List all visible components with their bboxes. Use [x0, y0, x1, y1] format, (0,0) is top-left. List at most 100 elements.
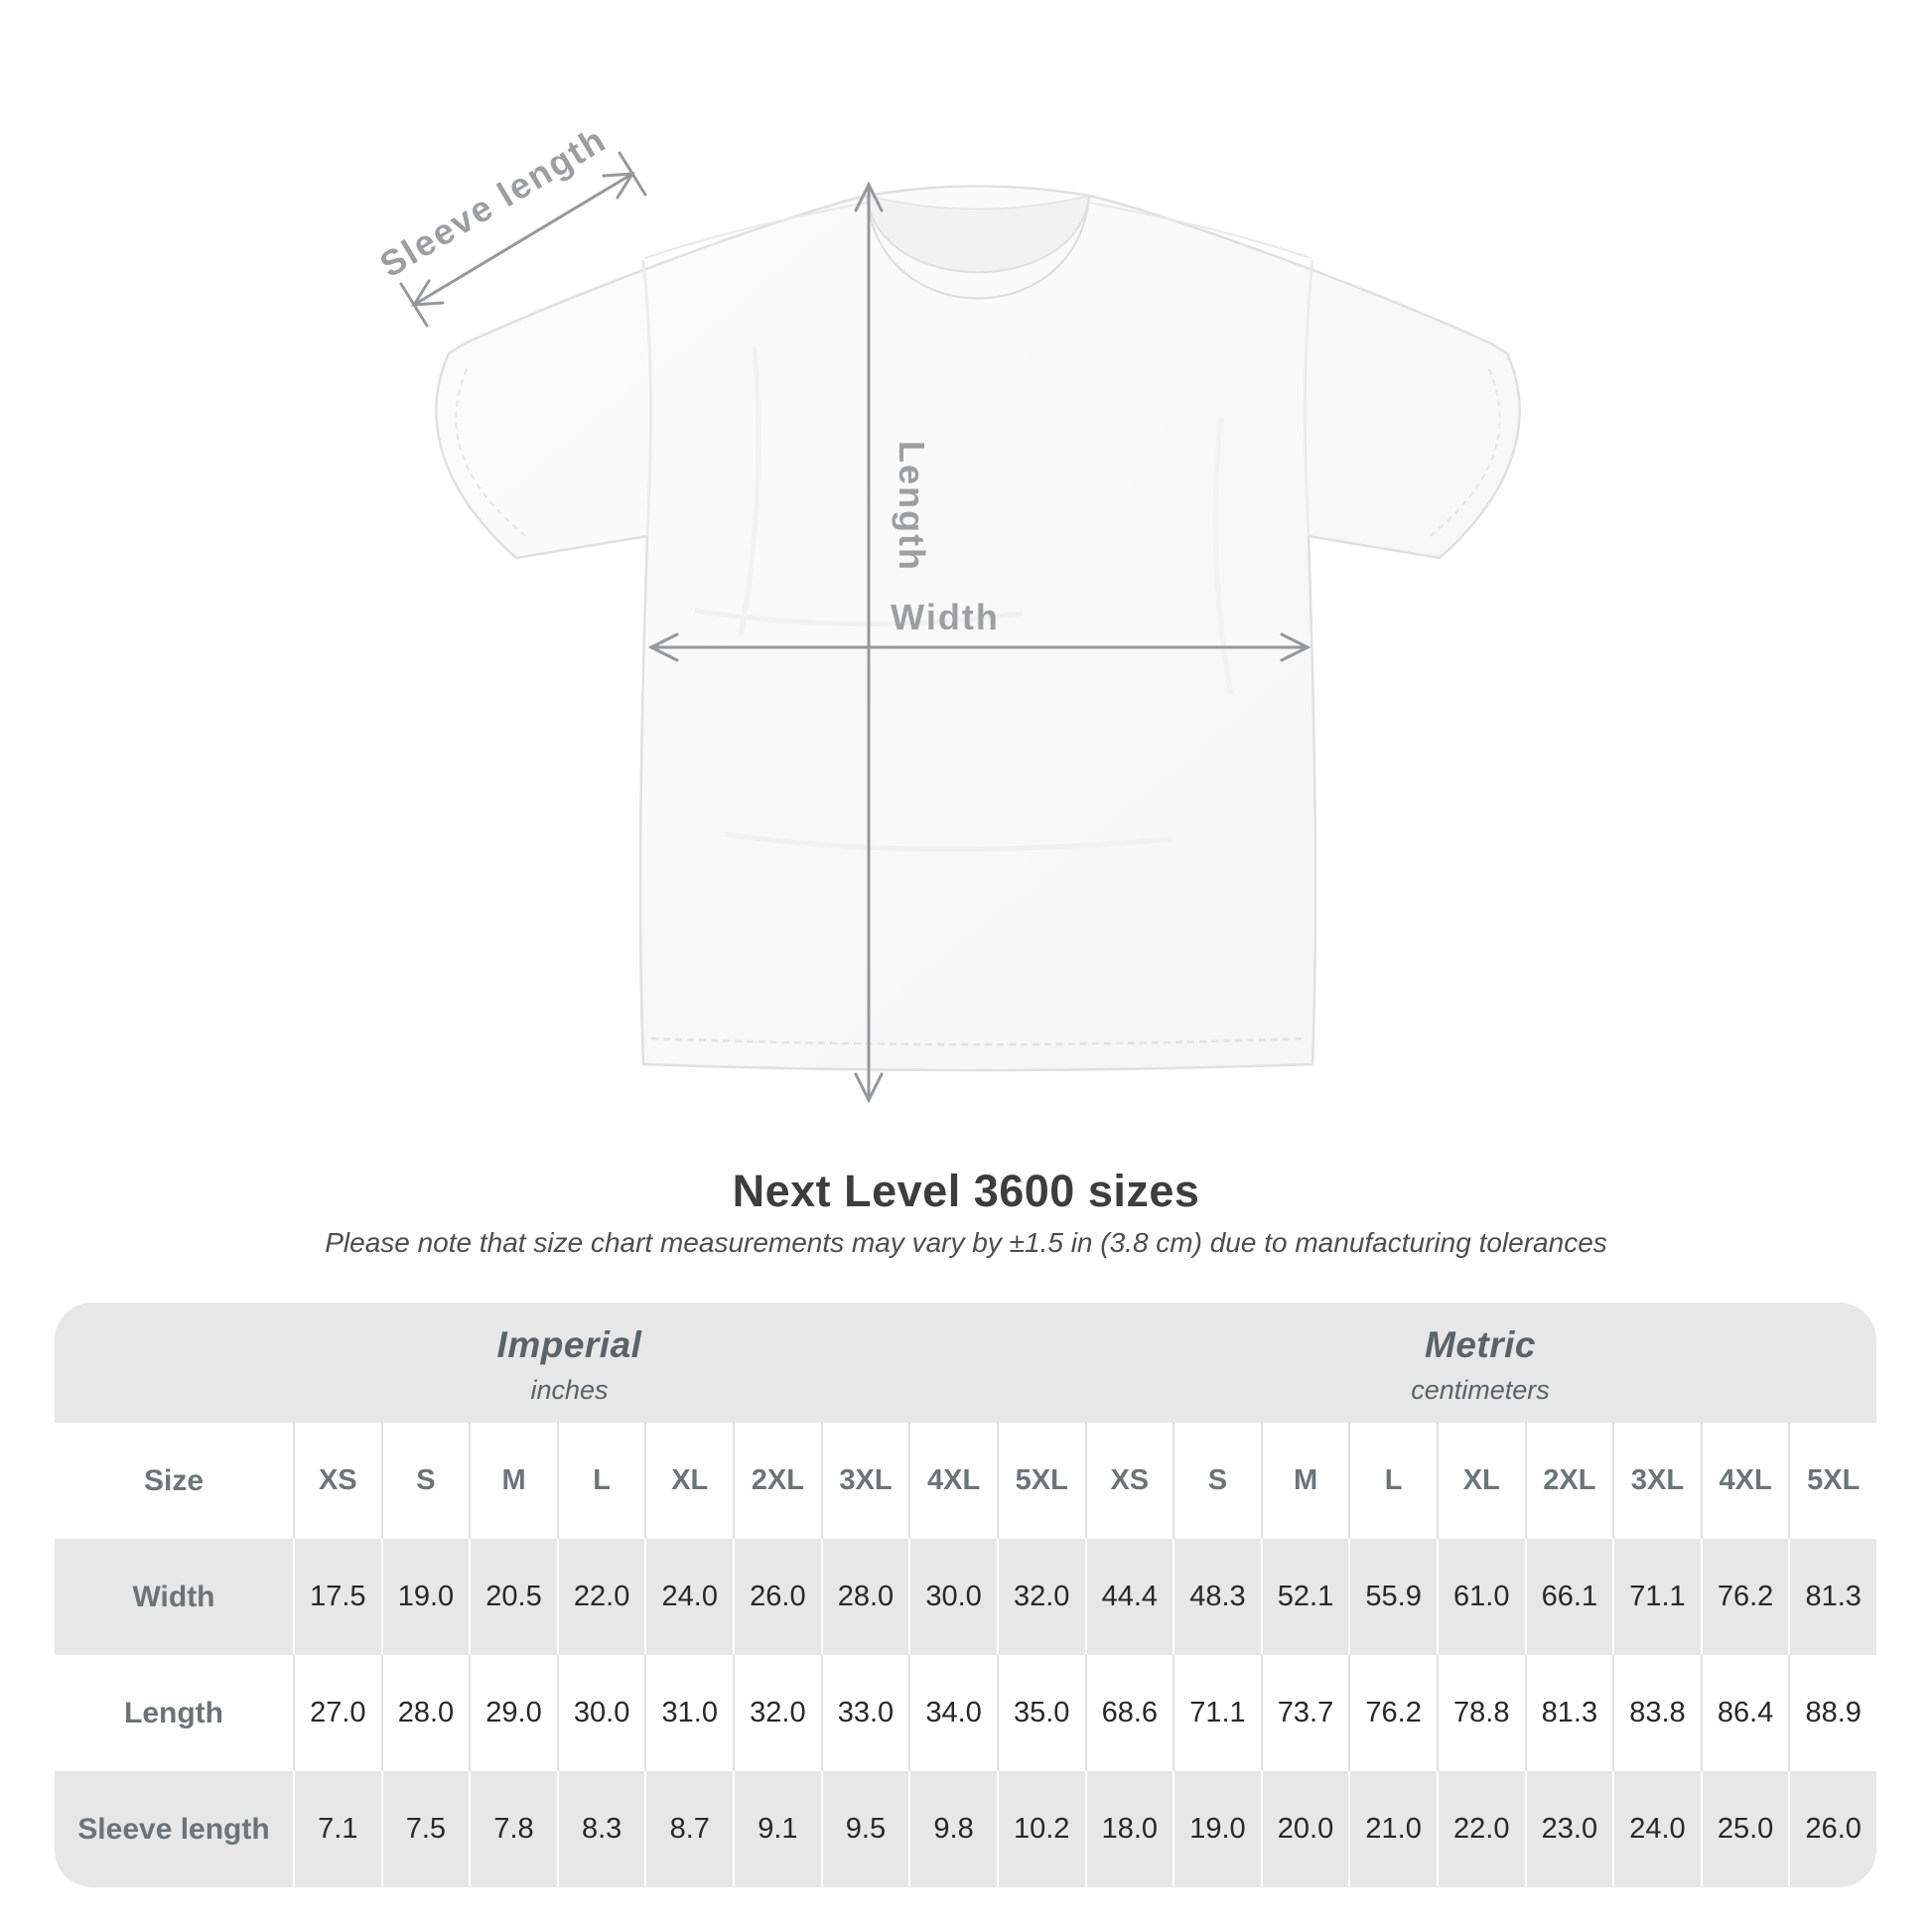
width-label: Width [891, 597, 1000, 637]
col-header-metric-m: M [1260, 1423, 1349, 1539]
sleeve-length-label: Sleeve length [372, 118, 613, 285]
metric-value: 20.0 [1260, 1771, 1349, 1887]
width-arrow [647, 632, 1311, 662]
col-header-imperial-xl: XL [644, 1423, 733, 1539]
size-table-body: Size XS S M L XL 2XL 3XL 4XL 5XL XS S M L XL 2XL 3XL 4XL 5… [55, 1423, 1876, 1887]
tshirt-measurement-diagram: Sleeve length Length Width [372, 118, 1521, 1104]
imperial-value: 33.0 [820, 1655, 909, 1771]
imperial-unit: inches [530, 1374, 609, 1405]
metric-value: 76.2 [1348, 1655, 1437, 1771]
col-header-imperial-4xl: 4XL [908, 1423, 997, 1539]
metric-value: 88.9 [1788, 1655, 1876, 1771]
imperial-value: 30.0 [908, 1539, 997, 1655]
metric-label: Metric [1425, 1323, 1536, 1365]
imperial-value: 27.0 [293, 1655, 381, 1771]
metric-value: 78.8 [1436, 1655, 1525, 1771]
imperial-value: 32.0 [996, 1539, 1085, 1655]
metric-value: 68.6 [1084, 1655, 1173, 1771]
imperial-label: Imperial [496, 1323, 642, 1365]
metric-value: 66.1 [1524, 1539, 1613, 1655]
metric-value: 81.3 [1788, 1539, 1876, 1655]
imperial-value: 31.0 [644, 1655, 733, 1771]
imperial-value: 29.0 [469, 1655, 557, 1771]
sleeve-length-arrow [399, 151, 647, 328]
col-header-imperial-m: M [469, 1423, 557, 1539]
imperial-value: 7.5 [380, 1771, 470, 1887]
length-arrow [854, 181, 884, 1104]
imperial-value: 28.0 [820, 1539, 909, 1655]
col-header-metric-xl: XL [1436, 1423, 1525, 1539]
col-header-imperial-3xl: 3XL [820, 1423, 909, 1539]
col-header-metric-4xl: 4XL [1700, 1423, 1789, 1539]
imperial-value: 34.0 [908, 1655, 997, 1771]
size-table-card: Imperial inches Metric centimeters Size X… [55, 1303, 1876, 1887]
imperial-value: 20.5 [469, 1539, 557, 1655]
row-label: Width [132, 1580, 215, 1613]
imperial-value: 9.1 [733, 1771, 821, 1887]
imperial-value: 9.5 [820, 1771, 909, 1887]
metric-value: 21.0 [1348, 1771, 1437, 1887]
imperial-value: 32.0 [733, 1655, 821, 1771]
col-header-imperial-2xl: 2XL [733, 1423, 821, 1539]
imperial-value: 28.0 [380, 1655, 470, 1771]
metric-value: 71.1 [1612, 1539, 1701, 1655]
col-header-metric-2xl: 2XL [1524, 1423, 1613, 1539]
metric-value: 55.9 [1348, 1539, 1437, 1655]
unit-header-row: Imperial inches Metric centimeters [55, 1303, 1876, 1423]
imperial-value: 24.0 [644, 1539, 733, 1655]
table-row-sleeve-length: Sleeve length 7.1 7.5 7.8 8.3 8.7 9.1 9.5 9.8 10.… [55, 1771, 1876, 1887]
col-header-metric-l: L [1348, 1423, 1437, 1539]
imperial-value: 22.0 [556, 1539, 645, 1655]
size-header-row: Size XS S M L XL 2XL 3XL 4XL 5XL XS S M L XL 2XL 3XL 4XL 5… [55, 1423, 1876, 1539]
col-header-metric-s: S [1173, 1423, 1261, 1539]
metric-value: 18.0 [1084, 1771, 1173, 1887]
metric-value: 24.0 [1612, 1771, 1701, 1887]
imperial-value: 9.8 [908, 1771, 997, 1887]
col-header-imperial-l: L [556, 1423, 645, 1539]
metric-value: 25.0 [1700, 1771, 1789, 1887]
page-title: Next Level 3600 sizes [732, 1166, 1200, 1216]
metric-value: 86.4 [1700, 1655, 1789, 1771]
metric-value: 52.1 [1260, 1539, 1349, 1655]
metric-value: 81.3 [1524, 1655, 1613, 1771]
imperial-value: 35.0 [996, 1655, 1085, 1771]
length-label: Length [892, 441, 932, 572]
row-label: Sleeve length [77, 1812, 270, 1846]
imperial-value: 8.7 [644, 1771, 733, 1887]
col-header-imperial-5xl: 5XL [996, 1423, 1085, 1539]
imperial-value: 17.5 [293, 1539, 381, 1655]
metric-value: 44.4 [1084, 1539, 1173, 1655]
col-header-imperial-xs: XS [293, 1423, 381, 1539]
metric-value: 83.8 [1612, 1655, 1701, 1771]
col-header-metric-3xl: 3XL [1612, 1423, 1701, 1539]
imperial-value: 8.3 [556, 1771, 645, 1887]
imperial-value: 10.2 [996, 1771, 1085, 1887]
metric-value: 22.0 [1436, 1771, 1525, 1887]
tolerance-note: Please note that size chart measurements… [325, 1227, 1607, 1258]
dimension-lines [399, 151, 1311, 1104]
col-header-imperial-s: S [380, 1423, 470, 1539]
metric-value: 19.0 [1173, 1771, 1261, 1887]
metric-value: 26.0 [1788, 1771, 1876, 1887]
metric-value: 76.2 [1700, 1539, 1789, 1655]
imperial-value: 7.8 [469, 1771, 557, 1887]
metric-value: 23.0 [1524, 1771, 1613, 1887]
metric-group-header: Metric centimeters [1084, 1303, 1876, 1423]
metric-value: 71.1 [1173, 1655, 1261, 1771]
imperial-value: 19.0 [380, 1539, 470, 1655]
table-row-width: Width 17.5 19.0 20.5 22.0 24.0 26.0 28.0 30.0 32.… [55, 1539, 1876, 1655]
metric-value: 61.0 [1436, 1539, 1525, 1655]
imperial-value: 7.1 [293, 1771, 381, 1887]
tshirt-graphic [435, 185, 1521, 1072]
row-label: Length [124, 1696, 223, 1729]
imperial-value: 26.0 [733, 1539, 821, 1655]
metric-unit: centimeters [1411, 1374, 1550, 1405]
size-column-header: Size [143, 1463, 205, 1497]
table-row-length: Length 27.0 28.0 29.0 30.0 31.0 32.0 33.0 34.0 35… [55, 1655, 1876, 1771]
metric-value: 73.7 [1260, 1655, 1349, 1771]
metric-value: 48.3 [1173, 1539, 1261, 1655]
imperial-value: 30.0 [556, 1655, 645, 1771]
imperial-group-header: Imperial inches [55, 1303, 1084, 1423]
col-header-metric-5xl: 5XL [1788, 1423, 1876, 1539]
